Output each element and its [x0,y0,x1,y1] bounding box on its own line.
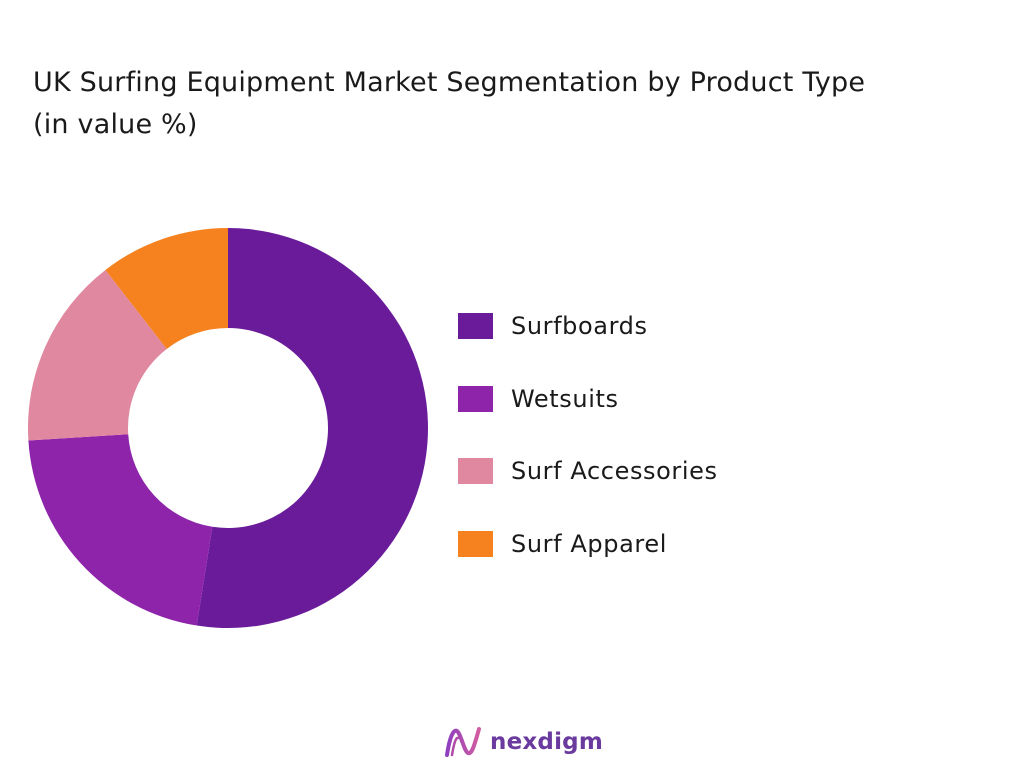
nexdigm-logo-icon [445,727,481,757]
chart-title: UK Surfing Equipment Market Segmentation… [33,62,1003,146]
legend-item-surfboards: Surfboards [458,308,648,344]
donut-slice-surf-apparel [105,228,228,349]
legend-swatch-surf-accessories [458,458,493,484]
donut-chart [27,228,429,629]
donut-slice-surf-accessories [27,269,167,441]
legend-swatch-surf-apparel [458,531,493,557]
legend-swatch-wetsuits [458,386,493,412]
donut-slice-surfboards [196,228,429,629]
donut-slice-wetsuits [28,434,213,626]
chart-title-line-2: (in value %) [33,109,198,140]
legend-item-surf-accessories: Surf Accessories [458,453,718,489]
legend-label-surfboards: Surfboards [511,312,648,340]
chart-title-line-1: UK Surfing Equipment Market Segmentation… [33,67,866,98]
legend-item-surf-apparel: Surf Apparel [458,526,667,562]
legend-label-surf-accessories: Surf Accessories [511,457,718,485]
brand-name: nexdigm [490,729,603,755]
legend-item-wetsuits: Wetsuits [458,381,619,417]
legend-label-wetsuits: Wetsuits [511,385,619,413]
legend-swatch-surfboards [458,313,493,339]
legend-label-surf-apparel: Surf Apparel [511,530,667,558]
brand-logo: nexdigm [444,722,603,762]
